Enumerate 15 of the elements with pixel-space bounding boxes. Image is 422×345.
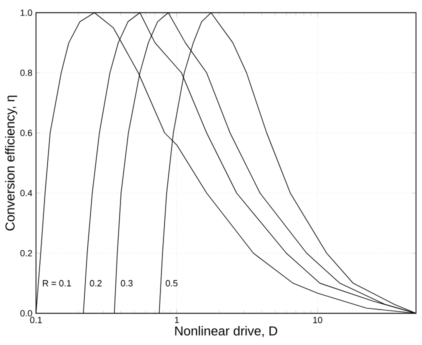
y-tick-label: 0.6	[20, 130, 32, 136]
x-axis-title: Nonlinear drive, D	[175, 326, 278, 338]
annotation: 0.3	[120, 280, 133, 286]
y-tick-label: 0.4	[20, 190, 32, 196]
x-tick-label: 10	[313, 316, 322, 324]
annotation: R = 0.1	[42, 280, 71, 286]
y-tick-label: 0.2	[20, 250, 32, 256]
y-tick-label: 0.8	[20, 70, 32, 76]
y-tick-label: 1.0	[20, 10, 32, 16]
annotation: 0.5	[166, 280, 178, 286]
annotation: 0.2	[90, 280, 102, 286]
y-axis-title: Conversion efficiency, η	[5, 96, 18, 230]
x-tick-label: 0.1	[30, 316, 42, 324]
x-tick-label: 1	[174, 316, 179, 323]
y-tick-label: 0.0	[20, 310, 32, 316]
